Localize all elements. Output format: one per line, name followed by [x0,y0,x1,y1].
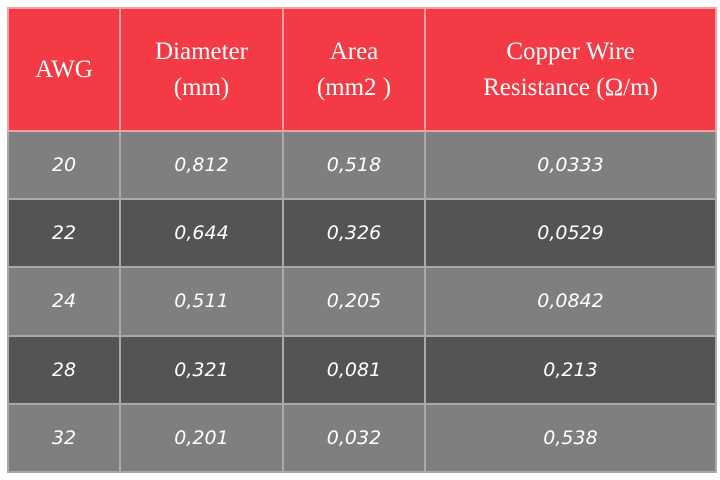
table-header: AWG Diameter (mm) Area (mm2 ) Copper Wire R… [7,7,717,132]
table-cell: 28 [7,334,121,405]
header-cell: AWG [7,7,121,132]
table-cell: 0,538 [424,402,717,474]
table-cell: 0,213 [424,334,717,405]
table-cell: 0,326 [282,198,426,269]
table-cell: 0,518 [282,129,426,201]
table-body: 20 0,812 0,518 0,0333 22 0,644 0,326 0,0529 24 0,… [7,129,717,474]
table-cell: 0,321 [119,334,284,405]
table-cell: 0,201 [119,402,284,474]
table-row: 20 0,812 0,518 0,0333 [7,129,717,201]
table-row: 28 0,321 0,081 0,213 [7,334,717,405]
header-cell: Copper Wire Resistance (Ω/m) [424,7,717,132]
table-cell: 22 [7,198,121,269]
table-row: 24 0,511 0,205 0,0842 [7,266,717,337]
table-row: 22 0,644 0,326 0,0529 [7,198,717,269]
table-cell: 24 [7,266,121,337]
table-cell: 0,511 [119,266,284,337]
table-cell: 0,0333 [424,129,717,201]
awg-table: AWG Diameter (mm) Area (mm2 ) Copper Wire R… [7,7,717,474]
table-cell: 0,205 [282,266,426,337]
table-cell: 0,081 [282,334,426,405]
table-cell: 0,0529 [424,198,717,269]
table-cell: 20 [7,129,121,201]
header-cell: Diameter (mm) [119,7,284,132]
table-cell: 0,032 [282,402,426,474]
table-cell: 0,0842 [424,266,717,337]
header-cell: Area (mm2 ) [282,7,426,132]
table-row: 32 0,201 0,032 0,538 [7,402,717,474]
table-container: AWG Diameter (mm) Area (mm2 ) Copper Wire R… [7,7,717,474]
table-cell: 0,812 [119,129,284,201]
table-cell: 0,644 [119,198,284,269]
table-cell: 32 [7,402,121,474]
header-row: AWG Diameter (mm) Area (mm2 ) Copper Wire R… [7,7,717,132]
